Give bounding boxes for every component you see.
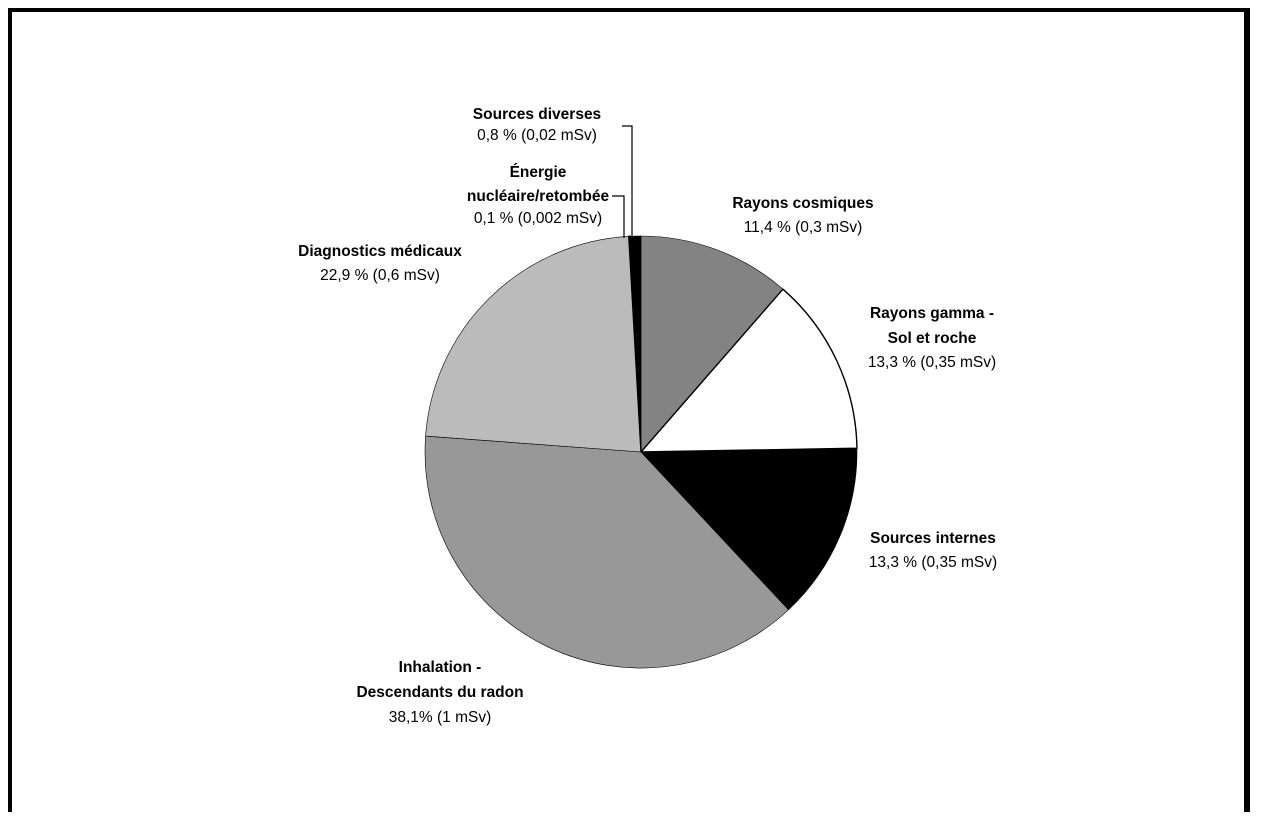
value-rayons-cosmiques: 11,4 % (0,3 mSv)	[744, 219, 863, 236]
value-sources-diverses: 0,8 % (0,02 mSv)	[477, 127, 597, 144]
leader-line-sources-diverses	[622, 125, 633, 238]
value-rayons-gamma: 13,3 % (0,35 mSv)	[868, 354, 996, 371]
pie-slice-rayons-gamma	[639, 288, 858, 453]
label-rayons-cosmiques: Rayons cosmiques	[732, 195, 873, 212]
value-energie-nucleaire: 0,1 % (0,002 mSv)	[474, 210, 602, 227]
label-diagnostics-medicaux: Diagnostics médicaux	[298, 243, 462, 260]
leader-line-energie-nucleaire	[612, 195, 625, 238]
pie-slice-rayons-cosmiques	[640, 235, 784, 453]
label-inhalation-line1: Inhalation -	[399, 659, 482, 676]
value-sources-internes: 13,3 % (0,35 mSv)	[869, 554, 997, 571]
pie-slice-inhalation	[424, 435, 789, 669]
label-inhalation-line2: Descendants du radon	[356, 684, 523, 701]
pie-slice-sources-diverses	[629, 235, 642, 453]
label-sources-diverses: Sources diverses	[473, 106, 601, 123]
value-diagnostics-medicaux: 22,9 % (0,6 mSv)	[320, 267, 440, 284]
value-inhalation: 38,1% (1 mSv)	[389, 709, 492, 726]
pie-slice-diagnostics	[425, 236, 642, 453]
label-rayons-gamma-line2: Sol et roche	[888, 330, 977, 347]
label-sources-internes: Sources internes	[870, 530, 996, 547]
label-energie-nucleaire-line1: Énergie	[510, 164, 567, 181]
label-energie-nucleaire-line2: nucléaire/retombée	[467, 188, 610, 205]
pie-slice-sources-internes	[640, 447, 858, 611]
label-rayons-gamma-line1: Rayons gamma -	[870, 305, 994, 322]
